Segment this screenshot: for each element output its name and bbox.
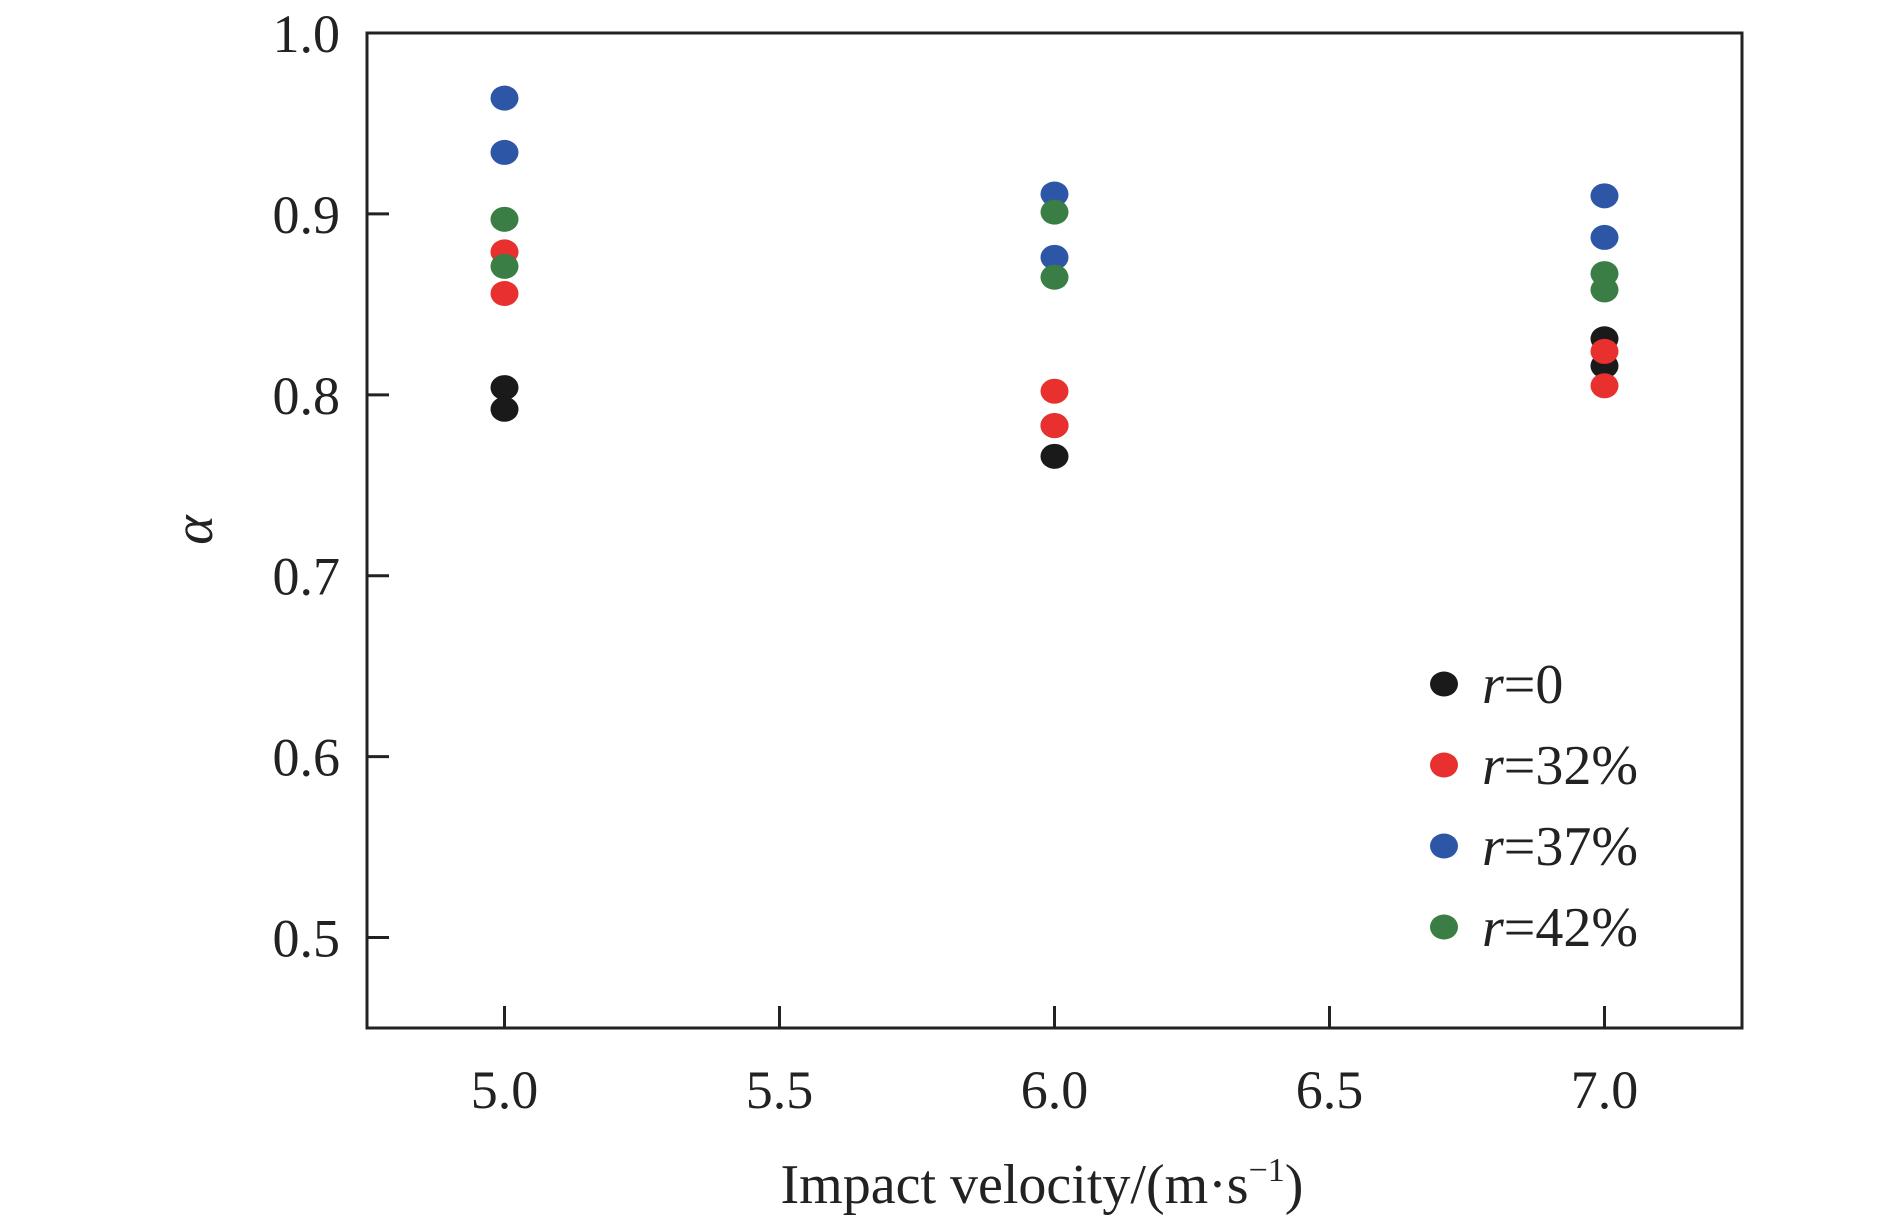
y-tick-label: 0.9 (273, 185, 341, 245)
data-point-series-3 (1040, 264, 1069, 290)
x-axis-title-superscript: −1 (1249, 1152, 1285, 1189)
legend-marker (1430, 752, 1458, 778)
data-point-series-1 (1590, 338, 1619, 364)
data-point-series-2 (490, 139, 519, 165)
data-point-series-1 (490, 281, 519, 307)
y-axis-title: α (163, 514, 225, 545)
legend-label: r=42% (1482, 897, 1638, 959)
x-axis: 5.0 5.5 6.0 6.5 7.0 (471, 1006, 1639, 1120)
y-tick-label: 0.6 (273, 728, 341, 788)
x-tick-label: 5.5 (746, 1060, 814, 1120)
x-axis-title: Impact velocity/(m·s−1) (781, 1152, 1304, 1216)
legend-marker (1430, 914, 1458, 940)
data-point-series-0 (490, 396, 519, 422)
data-point-series-3 (490, 206, 519, 232)
data-point-series-0 (490, 375, 519, 401)
x-tick-label: 6.0 (1021, 1060, 1089, 1120)
data-point-series-2 (1040, 244, 1069, 270)
legend-marker (1430, 833, 1458, 859)
legend-label: r=37% (1482, 816, 1638, 878)
legend-label: r=32% (1482, 735, 1638, 797)
legend: r=0 r=32% r=37% r=42% (1430, 654, 1638, 959)
y-tick-label: 0.7 (273, 547, 341, 607)
data-point-series-3 (1040, 199, 1069, 225)
data-point-series-1 (1590, 373, 1619, 399)
data-point-series-1 (1040, 378, 1069, 404)
x-axis-title-close: ) (1285, 1154, 1304, 1216)
data-point-series-1 (1040, 413, 1069, 439)
data-point-series-2 (490, 85, 519, 111)
x-tick-label: 5.0 (471, 1060, 539, 1120)
data-point-series-2 (1590, 224, 1619, 250)
y-tick-label: 0.8 (273, 366, 341, 426)
y-tick-label: 0.5 (273, 909, 341, 969)
x-axis-title-main: Impact velocity/(m·s (781, 1154, 1249, 1216)
y-axis: 0.5 0.6 0.7 0.8 0.9 1.0 (273, 4, 389, 969)
data-point-series-3 (490, 253, 519, 279)
data-point-series-2 (1590, 183, 1619, 209)
data-point-series-3 (1590, 277, 1619, 303)
legend-marker (1430, 671, 1458, 697)
data-point-series-2 (1040, 181, 1069, 207)
y-tick-label: 1.0 (273, 4, 341, 64)
x-tick-label: 7.0 (1571, 1060, 1639, 1120)
data-points (490, 85, 1619, 469)
x-tick-label: 6.5 (1296, 1060, 1364, 1120)
legend-label: r=0 (1482, 654, 1563, 716)
data-point-series-0 (1040, 443, 1069, 469)
